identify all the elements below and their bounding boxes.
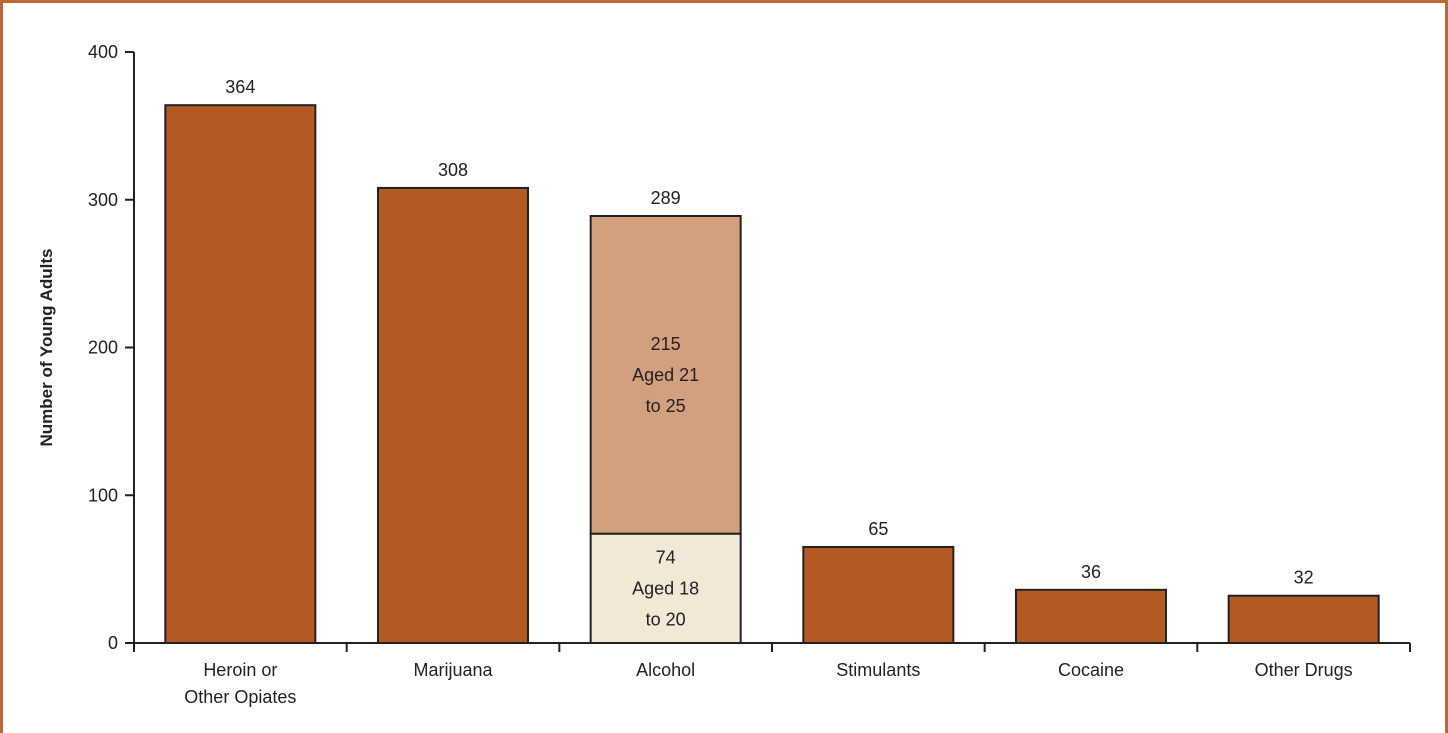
bar <box>164 104 317 644</box>
x-category-label: Alcohol <box>636 660 695 680</box>
y-tick-label: 400 <box>88 42 118 62</box>
bar-value-label: 289 <box>651 188 681 208</box>
x-category-label: Marijuana <box>413 660 493 680</box>
x-category-label: Cocaine <box>1058 660 1124 680</box>
bar-value-label: 36 <box>1081 562 1101 582</box>
x-category-label: Other Opiates <box>184 687 296 707</box>
y-tick-label: 100 <box>88 485 118 505</box>
bar <box>802 545 955 645</box>
y-axis-title: Number of Young Adults <box>37 248 56 446</box>
bar-segment <box>589 215 742 535</box>
x-category-label: Stimulants <box>836 660 920 680</box>
bar <box>377 186 529 644</box>
y-tick-label: 0 <box>108 633 118 653</box>
segment-label-upper: 215 <box>651 334 681 354</box>
x-category-label: Heroin or <box>203 660 277 680</box>
segment-label-lower: to 20 <box>646 609 686 629</box>
segment-label-lower: 74 <box>656 547 676 567</box>
bar <box>1015 588 1167 644</box>
segment-label-lower: Aged 18 <box>632 578 699 598</box>
bar-value-label: 308 <box>438 160 468 180</box>
y-tick-label: 200 <box>88 338 118 358</box>
bar-value-label: 364 <box>225 77 255 97</box>
segment-label-upper: to 25 <box>646 396 686 416</box>
bar-value-label: 65 <box>868 519 888 539</box>
bar <box>1227 594 1380 644</box>
bar-value-label: 32 <box>1294 568 1314 588</box>
x-category-label: Other Drugs <box>1255 660 1353 680</box>
y-tick-label: 300 <box>88 190 118 210</box>
segment-label-upper: Aged 21 <box>632 365 699 385</box>
